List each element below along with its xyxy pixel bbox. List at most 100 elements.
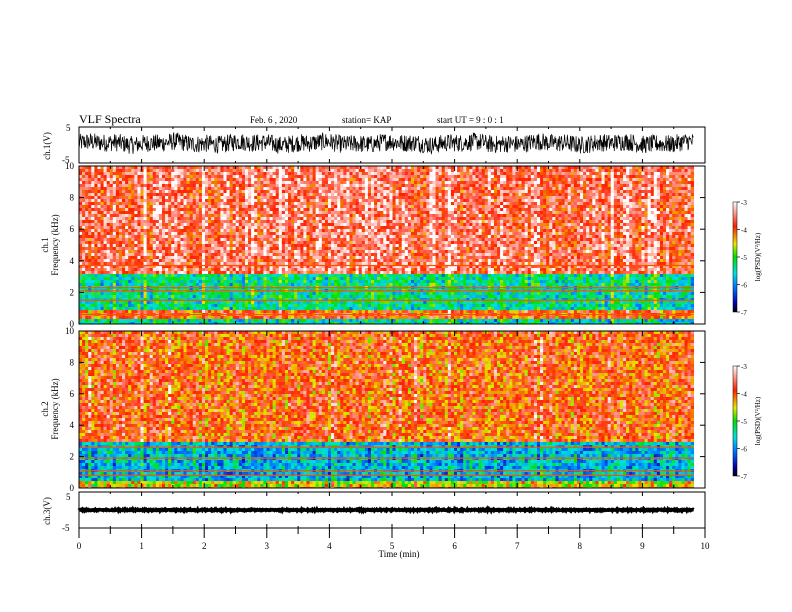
ch1-spectrogram-cell: [88, 166, 92, 169]
ch1-spectrogram-cell: [263, 232, 267, 235]
ch1-spectrogram-cell: [229, 244, 233, 247]
ch1-spectrogram-cell: [288, 193, 292, 196]
ch1-spectrogram-cell: [300, 208, 304, 211]
ch1-spectrogram-cell: [192, 184, 197, 187]
ch1-spectrogram-cell: [281, 169, 286, 172]
ch1-spectrogram-cell: [149, 208, 154, 211]
ch1-spectrogram-cell: [306, 178, 310, 181]
ch1-spectrogram-cell: [321, 265, 326, 268]
ch1-spectrogram-cell: [208, 178, 212, 181]
ch1-spectrogram-cell: [266, 304, 270, 307]
ch1-spectrogram-cell: [306, 244, 310, 247]
ch1-spectrogram-cell: [192, 187, 197, 190]
ch1-spectrogram-cell: [364, 253, 369, 256]
ch1-spectrogram-cell: [232, 223, 237, 226]
ch1-spectrogram-cell: [309, 307, 313, 310]
ch1-spectrogram-cell: [327, 259, 332, 262]
ch1-spectrogram-cell: [297, 298, 301, 301]
ch1-spectrogram-cell: [106, 172, 111, 175]
ch1-spectrogram-cell: [260, 298, 264, 301]
ch1-spectrogram-cell: [281, 253, 286, 256]
ch1-spectrogram-cell: [303, 292, 307, 295]
ch1-spectrogram-cell: [118, 277, 123, 280]
ch1-spectrogram-cell: [266, 193, 270, 196]
ch1-spectrogram-cell: [152, 232, 157, 235]
ch1-spectrogram-cell: [211, 241, 215, 244]
ch1-spectrogram-cell: [244, 265, 249, 268]
ch1-spectrogram-cell: [149, 238, 154, 241]
ch1-spectrogram-cell: [183, 199, 187, 202]
ch1-spectrogram-cell: [275, 283, 280, 286]
ch1-spectrogram-cell: [309, 199, 313, 202]
ch1-spectrogram-cell: [201, 190, 206, 193]
ch1-spectrogram-cell: [183, 301, 187, 304]
ch1-spectrogram-cell: [281, 178, 286, 181]
ch1-spectrogram-cell: [321, 274, 326, 277]
ch1-spectrogram-cell: [281, 226, 286, 229]
ch1-spectrogram-cell: [192, 181, 197, 184]
ch1-spectrogram-cell: [260, 277, 264, 280]
ch1-spectrogram-cell: [269, 202, 273, 205]
ch1-spectrogram-cell: [195, 211, 200, 214]
ch1-spectrogram-cell: [318, 265, 323, 268]
ch1-spectrogram-cell: [174, 265, 178, 268]
ch1-spectrogram-cell: [257, 274, 261, 277]
ch1-spectrogram-cell: [198, 184, 203, 187]
ch1-spectrogram-cell: [260, 196, 264, 199]
ch1-spectrogram-cell: [152, 316, 157, 319]
ch1-spectrogram-cell: [186, 265, 190, 268]
ch1-spectrogram-cell: [100, 211, 104, 214]
ch1-spectrogram-cell: [143, 232, 147, 235]
ch1-spectrogram-cell: [186, 244, 190, 247]
ch1-spectrogram-cell: [223, 169, 227, 172]
ch1-spectrogram-cell: [128, 235, 132, 238]
ch1-spectrogram-cell: [343, 205, 347, 208]
ch1-spectrogram-cell: [257, 187, 261, 190]
ch1-spectrogram-cell: [97, 304, 101, 307]
ch1-spectrogram-cell: [201, 262, 206, 265]
ch1-spectrogram-cell: [232, 274, 237, 277]
ch1-spectrogram-cell: [324, 241, 329, 244]
ch1-spectrogram-cell: [361, 199, 366, 202]
ch1-spectrogram-cell: [254, 250, 258, 253]
ch1-spectrogram-cell: [334, 187, 338, 190]
ch1-spectrogram-cell: [229, 247, 233, 250]
ch1-spectrogram-cell: [106, 187, 111, 190]
ch1-spectrogram-cell: [312, 208, 316, 211]
ch1-spectrogram-cell: [149, 322, 154, 324]
ch1-spectrogram-cell: [232, 193, 237, 196]
ch1-spectrogram-cell: [278, 310, 283, 313]
ch1-spectrogram-cell: [260, 319, 264, 322]
ch1-spectrogram-cell: [149, 298, 154, 301]
ch1-spectrogram-cell: [103, 307, 107, 310]
ch1-spectrogram-cell: [158, 226, 163, 229]
ch1-spectrogram-cell: [211, 190, 215, 193]
ch1-spectrogram-cell: [337, 259, 341, 262]
ch1-spectrogram-cell: [334, 220, 338, 223]
ch1-spectrogram-cell: [103, 265, 107, 268]
ch1-spectrogram-cell: [146, 271, 150, 274]
ch1-spectrogram-cell: [266, 184, 270, 187]
ch1-spectrogram-cell: [180, 298, 184, 301]
ch1-spectrogram-cell: [137, 238, 141, 241]
ch1-spectrogram-cell: [291, 226, 295, 229]
ch1-spectrogram-cell: [251, 241, 255, 244]
ch1-spectrogram-cell: [254, 241, 258, 244]
ch1-spectrogram-cell: [205, 277, 209, 280]
ch1-spectrogram-cell: [79, 208, 83, 211]
ch1-spectrogram-cell: [214, 277, 218, 280]
ch1-spectrogram-cell: [331, 247, 335, 250]
ch1-spectrogram-cell: [352, 196, 356, 199]
ch1-spectrogram-cell: [122, 214, 126, 217]
ch1-spectrogram-cell: [161, 307, 166, 310]
ch1-spectrogram-cell: [248, 298, 252, 301]
ch1-spectrogram-cell: [334, 319, 338, 322]
ch1-spectrogram-cell: [251, 277, 255, 280]
ch1-spectrogram-cell: [125, 253, 129, 256]
ch1-spectrogram-cell: [266, 238, 270, 241]
ch1-spectrogram-cell: [346, 280, 350, 283]
ch1-spectrogram-cell: [272, 211, 277, 214]
ch1-spectrogram-cell: [318, 301, 323, 304]
ch1-spectrogram-cell: [201, 241, 206, 244]
ch1-spectrogram-cell: [300, 238, 304, 241]
